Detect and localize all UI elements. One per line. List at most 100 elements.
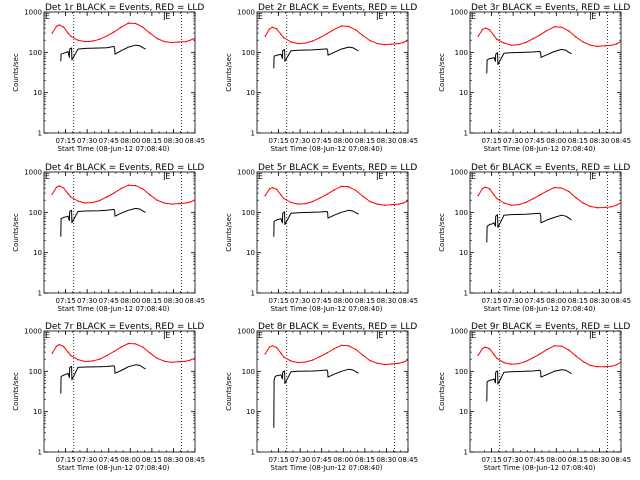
lld-data-point [589,364,592,367]
lld-data-point [376,42,379,45]
y-tick-label: 10 [459,408,468,416]
x-tick-label: 07:45 [312,456,332,464]
x-tick-label: 07:30 [77,137,97,145]
x-axis-label: Start Time (08-Jun-12 07:08:40) [484,464,596,472]
lld-data-point [362,195,364,197]
lld-data-point [283,197,285,200]
lld-data-point [553,26,556,28]
lld-data-point [91,360,94,362]
lld-data-point [532,38,534,40]
event-marker-label: E [591,331,596,340]
lld-data-point [611,365,613,367]
lld-data-point [560,26,563,28]
x-tick-label: 07:45 [525,137,545,145]
lld-data-point [383,204,386,206]
x-tick-label: 07:30 [77,297,97,305]
lld-data-point [615,364,617,366]
x-tick-label: 07:45 [99,456,119,464]
lld-data-point [84,360,86,363]
y-tick-label: 1000 [24,328,42,336]
y-tick-label: 100 [242,368,255,376]
lld-series-line [264,185,408,206]
lld-data-point [319,37,321,39]
x-axis-label: Start Time (08-Jun-12 07:08:40) [58,145,170,153]
lld-data-point [134,184,137,187]
x-tick-label: 08:45 [398,297,418,305]
lld-data-point [611,205,613,208]
lld-data-point [575,355,577,357]
lld-data-point [268,346,271,348]
lld-data-point [70,196,72,198]
lld-data-point [77,39,79,41]
lld-data-point [355,29,357,31]
x-tick-label: 08:45 [611,456,631,464]
lld-data-point [619,202,622,204]
lld-data-point [58,24,61,26]
x-tick-label: 08:00 [546,456,566,464]
lld-data-point [326,32,328,35]
lld-data-point [503,42,505,44]
y-tick-label: 1000 [24,169,42,177]
plot-frame [43,171,196,294]
lld-data-point [311,359,314,361]
x-tick-label: 08:15 [142,297,162,305]
lld-data-point [402,41,404,44]
y-tick-label: 100 [29,49,42,57]
lld-data-point [91,201,94,204]
panel-title: Det 7r BLACK = Events, RED = LLD [45,322,204,332]
event-marker-label: E [378,331,383,340]
lld-data-point [290,201,292,204]
lld-series-line [477,345,621,368]
x-tick-label: 07:15 [268,137,288,145]
lld-data-point [604,206,606,209]
lld-data-point [311,200,314,203]
x-tick-label: 08:30 [589,297,609,305]
y-tick-label: 1000 [450,169,468,177]
events-series-line [60,207,146,237]
lld-data-point [264,35,266,37]
lld-data-point [333,189,335,191]
lld-data-point [619,361,622,364]
lld-data-point [98,38,101,41]
lld-data-point [70,35,72,37]
x-tick-label: 08:15 [568,456,588,464]
y-axis-label: Counts/sec [438,372,446,411]
lld-data-point [275,188,278,191]
lld-data-point [589,44,592,46]
lld-data-point [582,41,584,43]
start-marker-label: E [258,12,263,21]
lld-data-point [376,203,379,205]
lld-data-point [142,188,144,190]
lld-data-point [283,37,285,39]
y-tick-label: 10 [33,249,42,257]
chart-panel-1: Det 1r BLACK = Events, RED = LLD 1 10 100 10… [12,3,205,153]
x-tick-label: 07:30 [503,456,523,464]
y-tick-label: 1000 [237,9,255,17]
lld-data-point [398,42,400,45]
lld-data-point [391,203,393,206]
lld-data-point [560,187,563,189]
y-tick-label: 10 [33,408,42,416]
lld-data-point [268,28,271,30]
lld-data-point [517,362,520,365]
lld-data-point [268,188,271,190]
lld-data-point [170,203,173,205]
lld-data-point [333,347,335,350]
plot-frame [469,11,622,134]
panel-title: Det 3r BLACK = Events, RED = LLD [471,3,630,13]
lld-data-point [362,354,364,356]
lld-data-point [120,346,122,348]
lld-data-point [340,185,343,188]
lld-data-point [333,28,335,31]
lld-data-point [185,202,187,204]
x-tick-label: 08:30 [376,297,396,305]
lld-data-point [493,34,495,37]
lld-data-point [178,361,180,363]
lld-data-point [481,28,484,31]
x-tick-label: 07:45 [99,137,119,145]
event-marker-label: E [591,172,596,181]
lld-data-point [619,41,622,43]
lld-data-point [568,30,570,32]
y-tick-label: 100 [455,368,468,376]
